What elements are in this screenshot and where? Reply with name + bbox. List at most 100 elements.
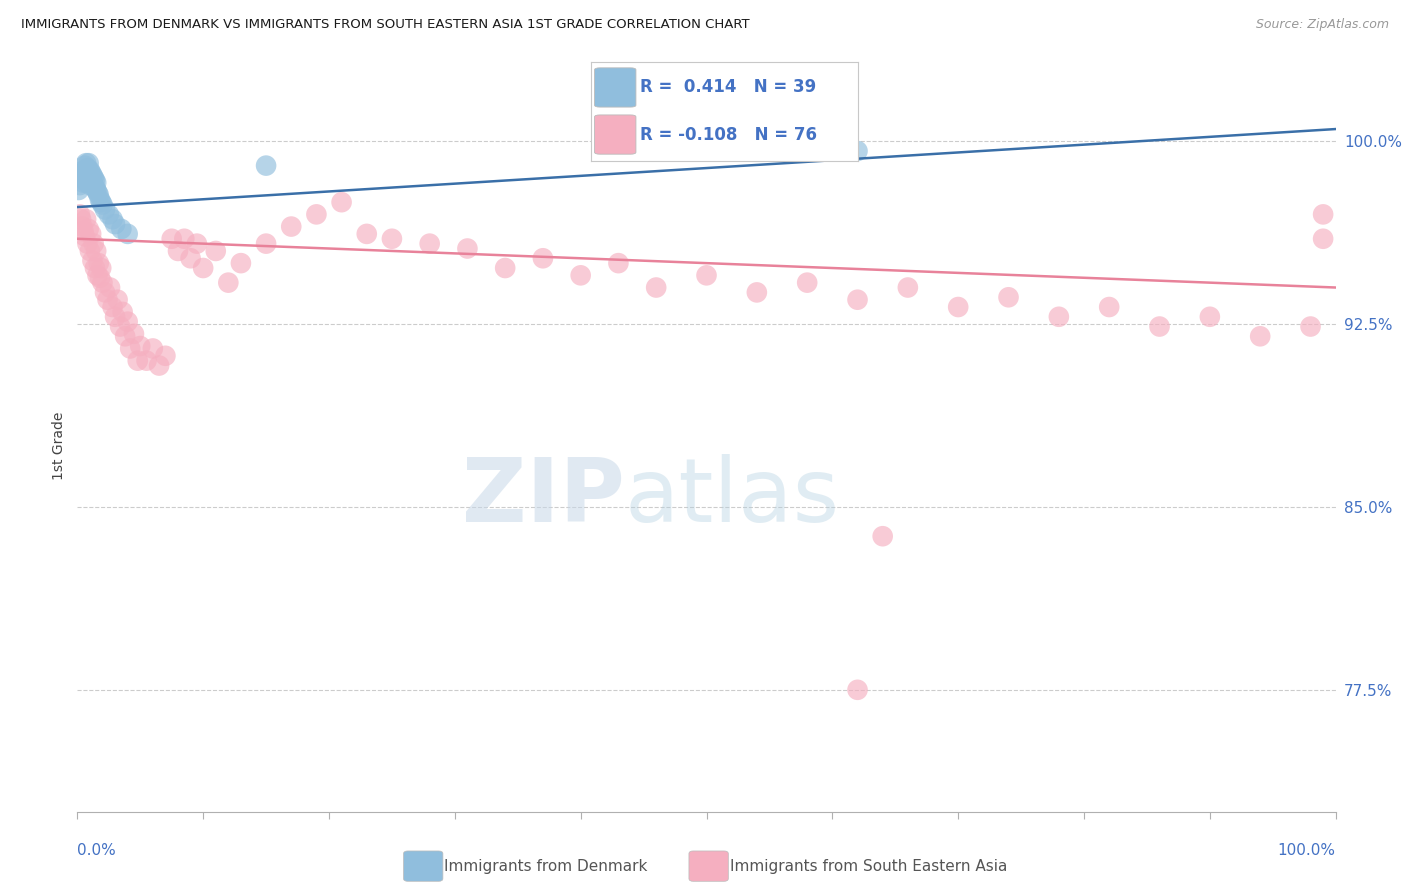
Point — [1299, 319, 1322, 334]
Point — [101, 300, 124, 314]
Point — [142, 342, 165, 356]
Point — [1098, 300, 1121, 314]
Point — [80, 173, 103, 187]
Point — [82, 169, 104, 183]
Point — [254, 236, 277, 251]
Point — [111, 305, 134, 319]
Point — [117, 315, 139, 329]
Point — [122, 326, 145, 341]
Point — [696, 268, 718, 283]
Point — [148, 359, 170, 373]
Point — [87, 187, 110, 202]
Point — [305, 207, 328, 221]
Point — [72, 176, 94, 190]
FancyBboxPatch shape — [595, 68, 636, 107]
Text: Source: ZipAtlas.com: Source: ZipAtlas.com — [1256, 18, 1389, 31]
Point — [84, 260, 107, 275]
Text: Immigrants from Denmark: Immigrants from Denmark — [444, 859, 648, 873]
Point — [117, 227, 139, 241]
Point — [191, 260, 215, 275]
Point — [101, 212, 124, 227]
Point — [229, 256, 252, 270]
Point — [89, 270, 111, 285]
Point — [204, 244, 226, 258]
Text: 0.0%: 0.0% — [77, 843, 117, 858]
Point — [104, 310, 127, 324]
Point — [254, 159, 277, 173]
Point — [456, 242, 478, 256]
Point — [79, 163, 101, 178]
Point — [84, 173, 107, 187]
Point — [80, 166, 103, 180]
Point — [70, 170, 93, 185]
Point — [83, 170, 105, 185]
Point — [75, 156, 97, 170]
Point — [180, 252, 202, 266]
Point — [98, 280, 121, 294]
Point — [70, 212, 93, 227]
Point — [97, 207, 120, 221]
Point — [84, 176, 107, 190]
Point — [69, 178, 91, 193]
Point — [110, 222, 132, 236]
Point — [419, 236, 441, 251]
Point — [356, 227, 378, 241]
Point — [114, 329, 136, 343]
Point — [84, 244, 107, 258]
Text: Immigrants from South Eastern Asia: Immigrants from South Eastern Asia — [730, 859, 1007, 873]
Point — [79, 178, 101, 193]
Point — [569, 268, 592, 283]
Point — [83, 236, 105, 251]
Point — [381, 232, 404, 246]
Point — [83, 178, 105, 193]
Point — [89, 193, 111, 207]
Point — [872, 529, 894, 543]
Point — [77, 222, 100, 236]
Point — [84, 180, 107, 194]
Point — [86, 186, 108, 200]
Point — [90, 195, 112, 210]
Point — [217, 276, 239, 290]
Point — [948, 300, 970, 314]
Point — [120, 342, 142, 356]
Point — [82, 253, 104, 268]
Point — [1198, 310, 1220, 324]
Point — [645, 280, 668, 294]
Point — [84, 183, 107, 197]
Point — [72, 166, 94, 180]
Point — [846, 682, 869, 697]
Point — [73, 159, 96, 173]
Text: R = -0.108   N = 76: R = -0.108 N = 76 — [640, 126, 817, 144]
Point — [531, 252, 554, 266]
Point — [1249, 329, 1271, 343]
Text: R =  0.414   N = 39: R = 0.414 N = 39 — [640, 78, 817, 96]
Point — [75, 212, 97, 227]
Point — [997, 290, 1019, 304]
Point — [80, 227, 103, 241]
Point — [72, 219, 94, 234]
Point — [127, 353, 149, 368]
Point — [330, 195, 353, 210]
Point — [107, 293, 129, 307]
Point — [108, 319, 131, 334]
Point — [94, 202, 117, 217]
Text: atlas: atlas — [624, 454, 839, 541]
Point — [76, 236, 98, 251]
Point — [1312, 207, 1334, 221]
Point — [76, 176, 98, 190]
Point — [79, 244, 101, 258]
Point — [94, 285, 117, 300]
Point — [607, 256, 630, 270]
Point — [280, 219, 302, 234]
Point — [745, 285, 768, 300]
Point — [86, 268, 108, 283]
Point — [77, 156, 100, 170]
Point — [846, 144, 869, 158]
Point — [77, 170, 100, 185]
Point — [91, 197, 114, 211]
Point — [173, 232, 195, 246]
Point — [167, 244, 190, 258]
FancyBboxPatch shape — [595, 115, 636, 154]
Point — [67, 183, 90, 197]
Point — [846, 293, 869, 307]
